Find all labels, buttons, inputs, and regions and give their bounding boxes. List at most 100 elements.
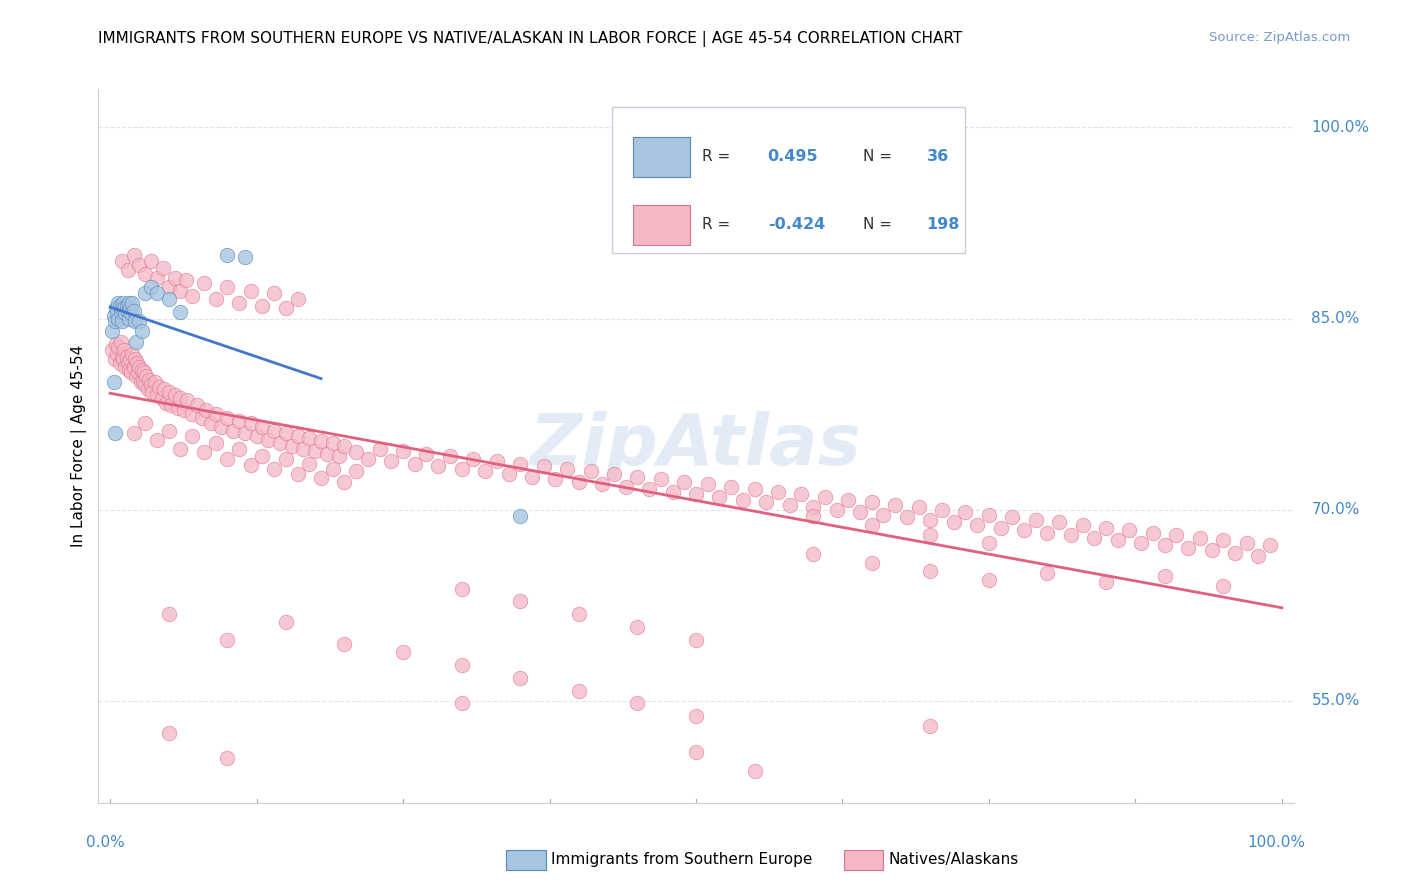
Point bbox=[779, 498, 801, 512]
Point bbox=[217, 279, 239, 293]
Point bbox=[233, 426, 256, 441]
Point bbox=[155, 395, 177, 409]
Point bbox=[1130, 536, 1153, 550]
Point bbox=[104, 314, 127, 328]
Point bbox=[860, 518, 883, 533]
Point bbox=[825, 502, 848, 516]
Point bbox=[239, 416, 262, 430]
Point bbox=[122, 426, 145, 441]
Point bbox=[591, 477, 613, 491]
Point bbox=[920, 564, 942, 578]
Point bbox=[217, 751, 239, 765]
Text: R =: R = bbox=[702, 218, 735, 232]
Point bbox=[114, 306, 136, 320]
Point bbox=[1247, 549, 1270, 563]
Point bbox=[801, 547, 824, 561]
Point bbox=[298, 431, 321, 445]
Point bbox=[322, 462, 344, 476]
Point bbox=[1012, 523, 1035, 537]
Point bbox=[1258, 538, 1281, 552]
Point bbox=[217, 451, 239, 466]
Point bbox=[157, 293, 180, 307]
Point bbox=[696, 477, 718, 491]
Point bbox=[125, 368, 148, 383]
Point bbox=[860, 495, 883, 509]
Point bbox=[160, 398, 183, 412]
Point bbox=[1212, 579, 1234, 593]
Point bbox=[121, 296, 143, 310]
Point bbox=[246, 429, 269, 443]
Point bbox=[814, 490, 837, 504]
Point bbox=[143, 376, 166, 390]
Point bbox=[222, 424, 245, 438]
Point bbox=[920, 513, 942, 527]
Point bbox=[1095, 575, 1118, 590]
Point bbox=[955, 505, 977, 519]
Point bbox=[103, 376, 125, 390]
Point bbox=[966, 518, 988, 533]
Point bbox=[163, 270, 186, 285]
Point bbox=[124, 352, 146, 367]
Point bbox=[942, 516, 965, 530]
Point bbox=[112, 352, 135, 367]
Text: 55.0%: 55.0% bbox=[1312, 693, 1360, 708]
Point bbox=[120, 301, 141, 316]
Point bbox=[1223, 546, 1246, 560]
Point bbox=[450, 582, 472, 596]
Point bbox=[673, 475, 696, 489]
Point bbox=[181, 407, 204, 421]
Point bbox=[141, 254, 163, 268]
Point bbox=[427, 459, 450, 474]
Point bbox=[111, 314, 134, 328]
Point bbox=[103, 309, 125, 323]
Point bbox=[1047, 516, 1070, 530]
Point bbox=[120, 306, 142, 320]
Point bbox=[118, 311, 141, 326]
Point bbox=[110, 305, 132, 319]
Point bbox=[415, 447, 437, 461]
Point bbox=[169, 284, 191, 298]
Point bbox=[920, 719, 942, 733]
Point bbox=[322, 436, 344, 450]
Point bbox=[128, 258, 150, 272]
Point bbox=[131, 362, 153, 376]
Point bbox=[115, 350, 138, 364]
Point bbox=[146, 270, 169, 285]
Point bbox=[108, 356, 131, 370]
Point bbox=[134, 267, 156, 281]
Text: 70.0%: 70.0% bbox=[1312, 502, 1360, 517]
Point bbox=[977, 573, 1000, 587]
Point bbox=[328, 449, 350, 463]
Point bbox=[101, 343, 124, 358]
Point bbox=[316, 447, 339, 461]
Point bbox=[287, 467, 309, 481]
Point bbox=[129, 376, 152, 390]
Point bbox=[111, 350, 134, 364]
Point bbox=[274, 615, 297, 629]
Text: 100.0%: 100.0% bbox=[1247, 835, 1306, 850]
Point bbox=[977, 536, 1000, 550]
Point bbox=[204, 436, 226, 450]
Point bbox=[685, 745, 707, 759]
Text: 100.0%: 100.0% bbox=[1312, 120, 1369, 135]
Point bbox=[217, 411, 239, 425]
Point bbox=[685, 632, 707, 647]
Point bbox=[141, 385, 163, 400]
Point bbox=[555, 462, 578, 476]
Point bbox=[801, 500, 824, 515]
Point bbox=[252, 449, 274, 463]
Point bbox=[709, 490, 731, 504]
Point bbox=[333, 475, 356, 489]
Point bbox=[731, 492, 754, 507]
Point bbox=[801, 509, 824, 524]
Point bbox=[333, 636, 356, 650]
Point bbox=[292, 442, 315, 456]
Point bbox=[614, 480, 637, 494]
Point bbox=[128, 359, 150, 374]
Point bbox=[1060, 528, 1083, 542]
Point bbox=[257, 433, 280, 447]
Point bbox=[181, 429, 204, 443]
Point bbox=[104, 352, 127, 367]
Point bbox=[120, 352, 141, 367]
Point bbox=[118, 296, 141, 310]
